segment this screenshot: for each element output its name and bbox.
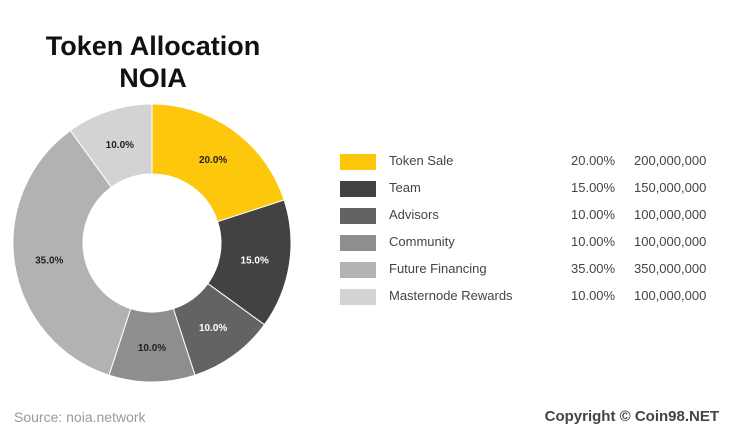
slice-token-sale [151, 103, 285, 223]
legend-percent-token-sale: 20.00% [571, 153, 616, 168]
slice-label-advisors: 10.0% [199, 323, 227, 334]
copyright-note: Copyright © Coin98.NET [544, 408, 719, 425]
legend-percent-future-financing: 35.00% [571, 261, 616, 276]
legend-row-token-sale: Token Sale 20.00% 200,000,000 [340, 152, 720, 179]
legend-amount-masternode-rewards: 100,000,000 [634, 288, 707, 303]
slice-masternode-rewards [69, 103, 153, 188]
legend-label-advisors: Advisors [389, 207, 439, 222]
legend-row-team: Team 15.00% 150,000,000 [340, 179, 720, 206]
legend-percent-masternode-rewards: 10.00% [571, 288, 616, 303]
legend-percent-team: 15.00% [571, 180, 616, 195]
legend-swatch-advisors [340, 208, 376, 224]
slice-label-token-sale: 20.0% [199, 155, 227, 166]
legend-label-team: Team [389, 180, 421, 195]
legend-amount-token-sale: 200,000,000 [634, 153, 707, 168]
legend-swatch-future-financing [340, 262, 376, 278]
legend-row-future-financing: Future Financing 35.00% 350,000,000 [340, 260, 720, 287]
legend-swatch-community [340, 235, 376, 251]
chart-title-line2: NOIA [119, 63, 187, 93]
slice-future-financing [12, 129, 132, 376]
legend-label-community: Community [389, 234, 455, 249]
legend: Token Sale 20.00% 200,000,000 Team 15.00… [340, 152, 720, 314]
legend-label-future-financing: Future Financing [389, 261, 487, 276]
chart-title-line1: Token Allocation [45, 31, 261, 61]
chart-title: Token Allocation NOIA [22, 30, 284, 94]
slice-label-community: 10.0% [138, 343, 166, 354]
slice-label-future-financing: 35.0% [35, 255, 63, 266]
legend-amount-future-financing: 350,000,000 [634, 261, 707, 276]
slice-label-team: 15.0% [241, 255, 269, 266]
legend-amount-team: 150,000,000 [634, 180, 707, 195]
legend-amount-advisors: 100,000,000 [634, 207, 707, 222]
legend-row-advisors: Advisors 10.00% 100,000,000 [340, 206, 720, 233]
legend-swatch-masternode-rewards [340, 289, 376, 305]
legend-row-masternode-rewards: Masternode Rewards 10.00% 100,000,000 [340, 287, 720, 314]
legend-row-community: Community 10.00% 100,000,000 [340, 233, 720, 260]
legend-amount-community: 100,000,000 [634, 234, 707, 249]
legend-label-token-sale: Token Sale [389, 153, 454, 168]
donut-chart: 20.0% 15.0% 10.0% 10.0% 35.0% 10.0% [12, 103, 292, 383]
legend-label-masternode-rewards: Masternode Rewards [389, 288, 513, 303]
slice-label-masternode-rewards: 10.0% [106, 140, 134, 151]
legend-swatch-team [340, 181, 376, 197]
legend-percent-community: 10.00% [571, 234, 616, 249]
legend-swatch-token-sale [340, 154, 376, 170]
legend-percent-advisors: 10.00% [571, 207, 616, 222]
source-note: Source: noia.network [14, 409, 146, 425]
